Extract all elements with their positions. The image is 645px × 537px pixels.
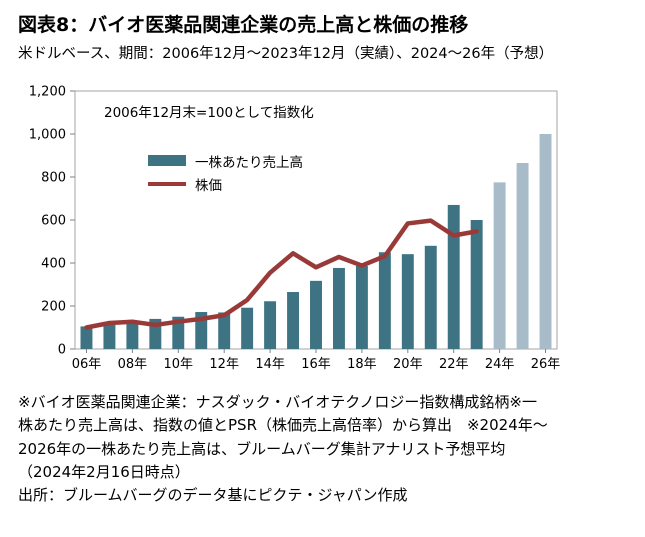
y-axis-tick-label: 400 <box>41 257 66 272</box>
source-line: 出所：ブルームバーグのデータ基にピクテ・ジャパン作成 <box>18 486 408 505</box>
bar-2024 <box>493 182 506 350</box>
bar-series-swatch <box>148 155 186 167</box>
x-axis-tick-label: 18年 <box>347 357 377 372</box>
x-axis-tick-label: 12年 <box>209 357 239 372</box>
y-axis-tick-label: 200 <box>41 300 66 315</box>
index-annotation: 2006年12月末=100として指数化 <box>104 105 314 122</box>
bar-2016 <box>310 281 322 350</box>
bar-2018 <box>355 266 368 350</box>
bar-2021 <box>424 245 437 350</box>
legend-label-sales-per-share: 一株あたり売上高 <box>195 154 303 171</box>
bar-2023 <box>470 220 483 350</box>
chart-page: 図表8：バイオ医薬品関連企業の売上高と株価の推移 米ドルベース、期間：2006年… <box>18 14 567 505</box>
x-axis-tick-label: 10年 <box>164 357 194 372</box>
bar-2013 <box>241 307 254 350</box>
bar-2011 <box>195 312 208 350</box>
legend: 一株あたり売上高 株価 <box>148 149 303 195</box>
x-axis-tick-label: 24年 <box>485 357 515 372</box>
sales-stockprice-chart: 0 200 400 600 800 1,000 1,200 06年 08年 10年 12年 14年 16… <box>29 85 561 373</box>
bar-2025 <box>516 163 529 350</box>
x-axis-tick-label: 20年 <box>393 357 423 372</box>
bar-2010 <box>172 316 185 350</box>
line-series-swatch <box>148 181 186 186</box>
y-axis-tick-label: 1,200 <box>29 85 66 100</box>
x-axis-tick-label: 26年 <box>531 357 561 372</box>
stock-price-line <box>84 218 479 330</box>
x-axis-tick-label: 06年 <box>72 357 102 372</box>
bar-2026 <box>539 134 552 350</box>
x-axis-tick-label: 08年 <box>118 357 148 372</box>
y-axis-tick-label: 0 <box>58 343 66 358</box>
y-axis-tick-label: 600 <box>41 214 66 229</box>
x-axis-tick-label: 14年 <box>255 357 285 372</box>
bar-2020 <box>401 254 414 350</box>
bar-2019 <box>378 252 391 350</box>
x-axis-tick-label: 22年 <box>439 357 469 372</box>
legend-item-stock-price: 株価 <box>148 172 303 195</box>
bar-2022 <box>447 205 460 350</box>
x-axis-tick-label: 16年 <box>301 357 331 372</box>
bar-2008 <box>126 323 139 350</box>
bar-2007 <box>103 324 116 350</box>
bar-2012 <box>218 312 231 350</box>
bar-2015 <box>287 292 300 350</box>
page-subtitle: 米ドルベース、期間：2006年12月～2023年12月（実績）、2024～26年… <box>18 45 554 62</box>
y-axis-tick-label: 800 <box>41 171 66 186</box>
footnotes: ※バイオ医薬品関連企業：ナスダック・バイオテクノロジー指数構成銘柄※一株あたり売… <box>18 393 548 481</box>
chart-area: 0 200 400 600 800 1,000 1,200 06年 08年 10年 12年 14年 16… <box>18 83 567 383</box>
bar-2014 <box>264 301 277 350</box>
legend-item-sales-per-share: 一株あたり売上高 <box>148 149 303 172</box>
bar-2009 <box>149 319 162 350</box>
bar-2017 <box>332 268 345 350</box>
legend-label-stock-price: 株価 <box>195 177 222 194</box>
y-axis-tick-label: 1,000 <box>29 128 66 143</box>
page-title: 図表8：バイオ医薬品関連企業の売上高と株価の推移 <box>18 14 469 36</box>
bar-2006 <box>80 326 93 350</box>
